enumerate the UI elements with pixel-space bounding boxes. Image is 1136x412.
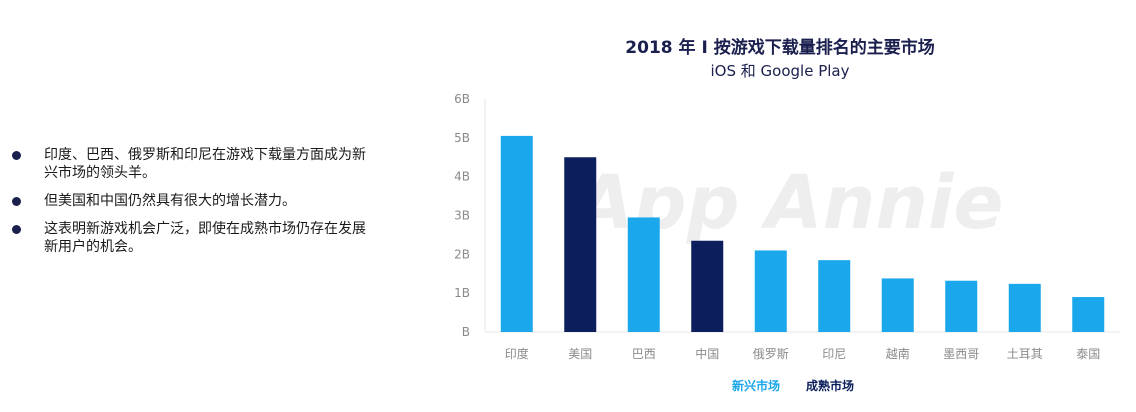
y-tick-label: B bbox=[462, 325, 470, 339]
x-tick-label: 泰国 bbox=[1076, 347, 1100, 361]
bar bbox=[754, 250, 787, 332]
x-tick-label: 墨西哥 bbox=[943, 347, 979, 361]
chart-title: 2018 年 I 按游戏下载量排名的主要市场 bbox=[625, 38, 935, 58]
x-tick-label: 中国 bbox=[695, 346, 719, 361]
bullet-text: 但美国和中国仍然具有很大的增长潜力。 bbox=[44, 193, 296, 209]
bullet-item: 印度、巴西、俄罗斯和印尼在游戏下载量方面成为新兴市场的领头羊。 bbox=[12, 146, 372, 182]
bullet-dot-icon bbox=[12, 151, 21, 160]
x-tick-label: 巴西 bbox=[632, 347, 656, 361]
bar bbox=[500, 135, 533, 332]
bar bbox=[1008, 283, 1041, 332]
bar bbox=[881, 278, 914, 332]
bullet-list: 印度、巴西、俄罗斯和印尼在游戏下载量方面成为新兴市场的领头羊。 但美国和中国仍然… bbox=[12, 146, 372, 266]
x-tick-label: 越南 bbox=[886, 346, 910, 361]
bar bbox=[818, 260, 851, 332]
bullet-text: 印度、巴西、俄罗斯和印尼在游戏下载量方面成为新兴市场的领头羊。 bbox=[44, 147, 366, 181]
legend-label: 成熟市场 bbox=[806, 378, 854, 393]
x-tick-label: 美国 bbox=[568, 347, 592, 361]
bar bbox=[627, 217, 660, 332]
bullet-item: 但美国和中国仍然具有很大的增长潜力。 bbox=[12, 192, 372, 210]
bullet-dot-icon bbox=[12, 225, 21, 234]
bar bbox=[691, 240, 724, 332]
bar bbox=[564, 157, 597, 332]
x-tick-label: 印尼 bbox=[822, 347, 846, 361]
legend-label: 新兴市场 bbox=[732, 378, 780, 393]
bullet-item: 这表明新游戏机会广泛，即使在成熟市场仍存在发展新用户的机会。 bbox=[12, 220, 372, 256]
bar bbox=[945, 280, 978, 332]
y-tick-label: 5B bbox=[454, 131, 470, 145]
y-tick-label: 3B bbox=[454, 209, 470, 223]
y-tick-label: 1B bbox=[454, 286, 470, 300]
x-tick-label: 土耳其 bbox=[1007, 347, 1043, 361]
y-tick-label: 4B bbox=[454, 170, 470, 184]
bullet-dot-icon bbox=[12, 197, 21, 206]
x-tick-label: 俄罗斯 bbox=[753, 347, 789, 361]
x-tick-label: 印度 bbox=[505, 346, 529, 361]
bar bbox=[1072, 297, 1105, 332]
chart-subtitle: iOS 和 Google Play bbox=[710, 62, 850, 80]
y-tick-label: 6B bbox=[454, 92, 470, 106]
bullet-text: 这表明新游戏机会广泛，即使在成熟市场仍存在发展新用户的机会。 bbox=[44, 221, 366, 255]
y-tick-label: 2B bbox=[454, 247, 470, 261]
